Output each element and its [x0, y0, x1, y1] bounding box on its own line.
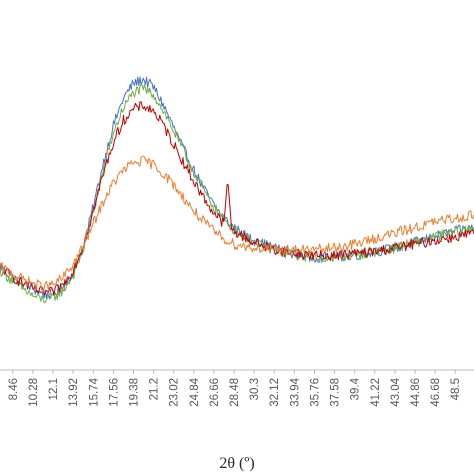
series-line-4: [0, 155, 474, 293]
x-tick-label: 12.1: [48, 378, 60, 400]
x-tick-label: 32.12: [269, 378, 281, 407]
x-tick-label: 8.46: [8, 378, 20, 400]
x-tick-label: 46.68: [430, 378, 442, 407]
series-line-1: [0, 76, 474, 300]
x-tick-label: 37.58: [330, 378, 342, 407]
x-tick-label: 33.94: [289, 377, 301, 406]
x-tick-label: 43.04: [390, 377, 402, 406]
x-tick-label: 15.74: [88, 377, 100, 406]
x-tick-label: 26.66: [209, 378, 221, 407]
series-layer: [0, 76, 474, 304]
x-axis-title: 2θ (º): [219, 455, 254, 472]
x-tick-layer: 8.46 10.28 12.1 13.92 15.74 17.56 19.38 21.2 23.…: [8, 370, 462, 407]
x-tick-label: 13.92: [68, 378, 80, 407]
x-tick-label: 28.48: [229, 378, 241, 407]
series-line-3: [0, 101, 474, 296]
x-tick-label: 24.84: [189, 377, 201, 406]
x-tick-label: 44.86: [410, 378, 422, 407]
x-tick-label: 17.56: [108, 378, 120, 407]
x-tick-label: 10.28: [28, 378, 40, 407]
x-tick-label: 19.38: [129, 378, 141, 407]
x-tick-label: 39.4: [350, 377, 362, 400]
x-tick-label: 21.2: [149, 378, 161, 400]
x-tick-label: 35.76: [310, 378, 322, 407]
x-tick-label: 30.3: [249, 378, 261, 400]
x-tick-label: 41.22: [370, 378, 382, 407]
x-tick-label: 48.5: [450, 378, 462, 400]
x-tick-label: 23.02: [169, 378, 181, 407]
